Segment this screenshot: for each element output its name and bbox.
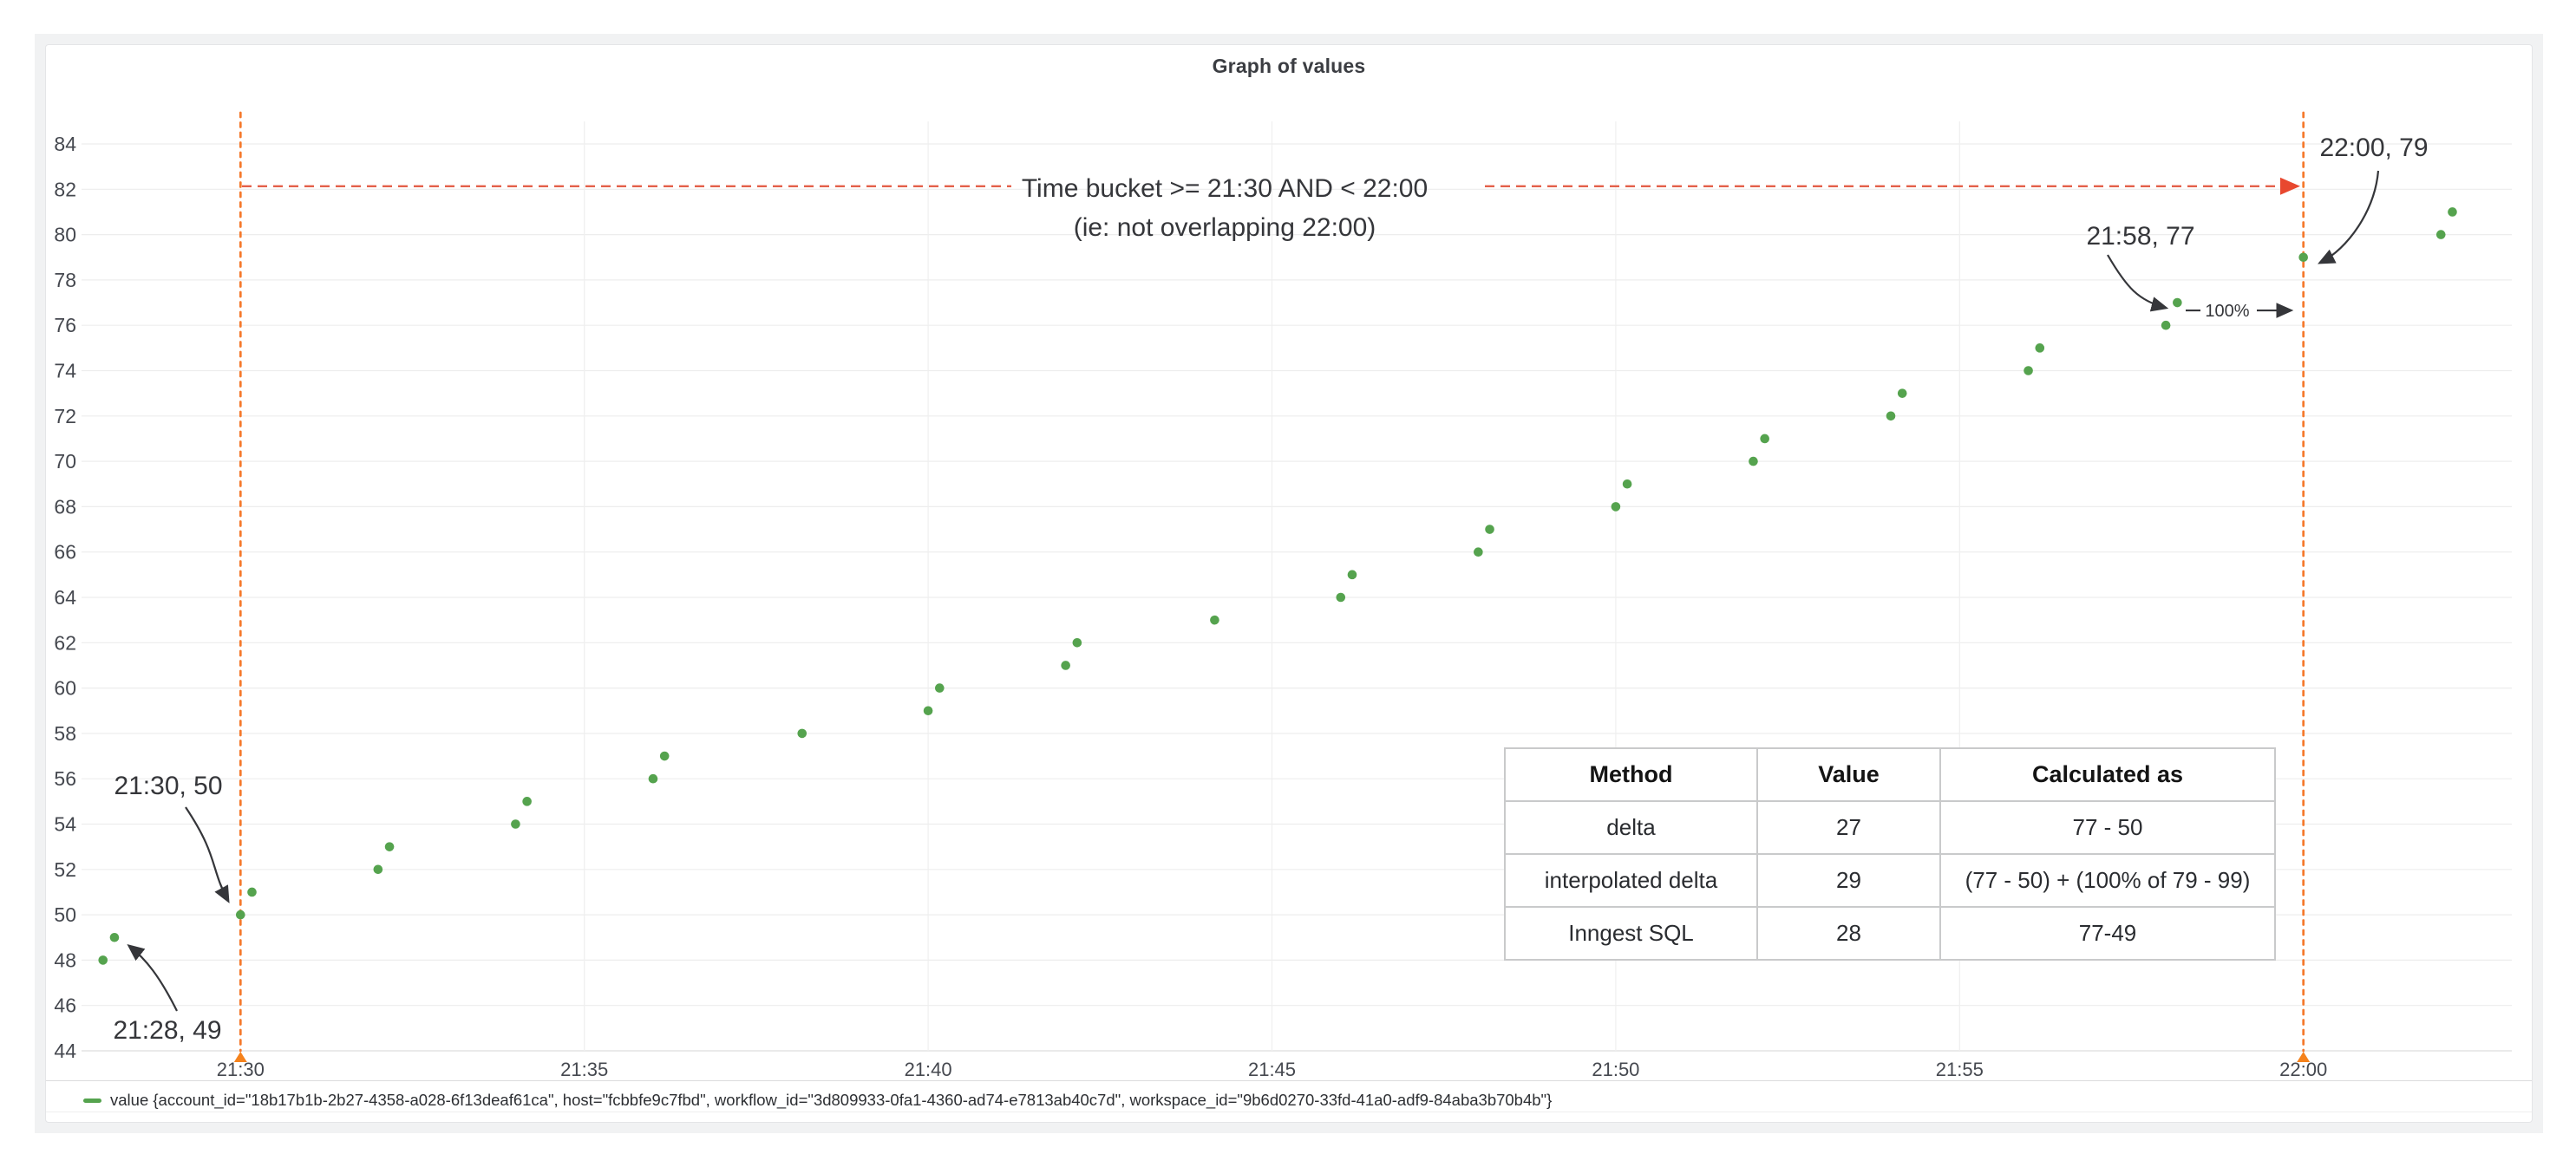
- y-axis-label: 72: [54, 405, 76, 427]
- y-axis-label: 46: [54, 994, 76, 1017]
- data-point: [2173, 297, 2182, 308]
- y-axis-label: 56: [54, 767, 76, 790]
- data-point: [1897, 388, 1907, 398]
- data-point: [109, 932, 120, 942]
- table-cell: (77 - 50) + (100% of 79 - 99): [1939, 853, 2276, 908]
- x-axis-label: 21:40: [905, 1059, 952, 1080]
- table-cell: interpolated delta: [1504, 853, 1758, 908]
- data-point: [1886, 411, 1896, 421]
- y-axis-label: 58: [54, 722, 76, 745]
- table-row: Inngest SQL 28 77-49: [1504, 906, 2276, 961]
- annotation-arrow-icon: [2107, 254, 2169, 312]
- table-cell: 29: [1756, 853, 1941, 908]
- x-axis-label: 21:35: [560, 1059, 608, 1080]
- data-point: [2024, 366, 2033, 375]
- table-header-value: Value: [1756, 747, 1941, 802]
- table-cell: 28: [1756, 906, 1941, 961]
- table-cell: 77-49: [1939, 906, 2276, 961]
- calculation-table: Method Value Calculated as delta 27 77 - 5…: [1504, 747, 2276, 961]
- y-axis-label: 80: [54, 224, 76, 246]
- data-point: [1749, 456, 1758, 466]
- x-axis-label: 21:50: [1592, 1059, 1639, 1080]
- data-point: [923, 706, 933, 716]
- y-axis-label: 84: [54, 133, 76, 155]
- data-point: [2448, 207, 2457, 217]
- y-axis-label: 44: [54, 1040, 76, 1062]
- data-point: [1061, 661, 1070, 670]
- y-axis-label: 78: [54, 269, 76, 291]
- annotation-label: 21:30, 50: [114, 772, 222, 800]
- table-header-method: Method: [1504, 747, 1758, 802]
- data-point: [373, 864, 383, 875]
- bucket-range-label-line1: Time bucket >= 21:30 AND < 22:00: [1022, 174, 1428, 203]
- annotation-arrow-icon: [127, 943, 178, 1012]
- y-axis-label: 62: [54, 631, 76, 654]
- data-point: [1336, 592, 1346, 603]
- data-point: [247, 887, 257, 897]
- data-point: [384, 842, 395, 851]
- data-point: [1485, 525, 1494, 534]
- data-point: [1210, 615, 1219, 625]
- annotation-arrow-icon: [2318, 170, 2380, 264]
- data-point: [1347, 570, 1357, 580]
- annotation-arrow-icon: [185, 806, 230, 903]
- data-point: [2161, 320, 2171, 330]
- y-axis-label: 66: [54, 541, 76, 564]
- bucket-range-arrowhead-icon: [2280, 177, 2300, 195]
- table-cell: delta: [1504, 800, 1758, 855]
- percent-label: 100%: [2205, 302, 2249, 321]
- y-axis-label: 50: [54, 903, 76, 926]
- table-cell: 27: [1756, 800, 1941, 855]
- annotation-label: 21:58, 77: [2086, 222, 2194, 251]
- data-point: [1474, 547, 1483, 557]
- y-axis-label: 60: [54, 677, 76, 700]
- data-point: [2298, 252, 2308, 263]
- y-axis-label: 68: [54, 495, 76, 518]
- y-axis-label: 70: [54, 450, 76, 473]
- data-point: [1622, 479, 1632, 489]
- data-point: [1072, 638, 1082, 648]
- y-axis-label: 54: [54, 813, 76, 836]
- y-axis-label: 52: [54, 858, 76, 881]
- x-axis-label: 21:30: [217, 1059, 265, 1080]
- table-header-calculated-as: Calculated as: [1939, 747, 2276, 802]
- y-axis-label: 82: [54, 178, 76, 200]
- table-cell: Inngest SQL: [1504, 906, 1758, 961]
- series-legend-label: value {account_id="18b17b1b-2b27-4358-a0…: [110, 1091, 1553, 1109]
- annotation-label: 22:00, 79: [2319, 134, 2428, 162]
- chart-title: Graph of values: [1212, 55, 1366, 77]
- bucket-range-label-line2: (ie: not overlapping 22:00): [1074, 213, 1376, 242]
- data-point: [236, 909, 245, 920]
- legend-item[interactable]: value {account_id="18b17b1b-2b27-4358-a0…: [83, 1089, 1552, 1112]
- data-point: [659, 751, 670, 761]
- table-cell: 77 - 50: [1939, 800, 2276, 855]
- x-axis-label: 21:55: [1936, 1059, 1984, 1080]
- data-point: [2435, 230, 2446, 239]
- data-point: [1611, 502, 1621, 512]
- data-point: [2035, 343, 2045, 353]
- table-row: interpolated delta 29 (77 - 50) + (100% of…: [1504, 853, 2276, 908]
- data-point: [935, 683, 945, 693]
- annotation-label: 21:28, 49: [113, 1016, 221, 1045]
- y-axis-label: 74: [54, 360, 76, 382]
- legend-separator: [46, 1080, 2532, 1081]
- y-axis-label: 76: [54, 314, 76, 336]
- x-axis-label: 22:00: [2279, 1059, 2327, 1080]
- data-point: [511, 819, 520, 829]
- data-point: [522, 797, 532, 806]
- data-point: [648, 773, 658, 784]
- x-axis-label: 21:45: [1248, 1059, 1296, 1080]
- table-header-row: Method Value Calculated as: [1504, 747, 2276, 802]
- series-color-swatch-icon: [83, 1098, 101, 1103]
- y-axis-label: 64: [54, 586, 76, 609]
- data-point: [98, 955, 108, 965]
- data-point: [797, 728, 807, 739]
- bucket-boundary-marker-icon: [2297, 1052, 2311, 1062]
- data-point: [1760, 434, 1769, 444]
- y-axis-label: 48: [54, 949, 76, 971]
- table-row: delta 27 77 - 50: [1504, 800, 2276, 855]
- bucket-boundary-marker-icon: [233, 1052, 247, 1062]
